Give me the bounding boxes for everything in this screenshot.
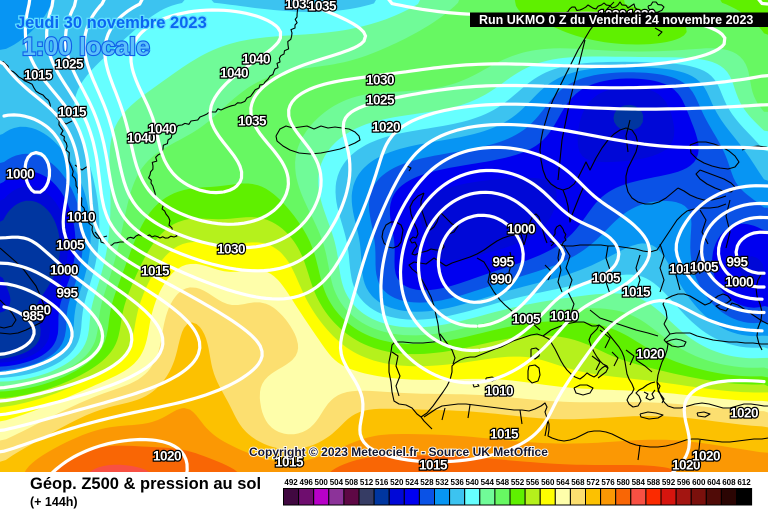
svg-text:568: 568 (571, 478, 585, 487)
svg-text:1040: 1040 (242, 52, 270, 67)
svg-text:Géop. Z500 & pression au sol: Géop. Z500 & pression au sol (30, 475, 261, 493)
svg-text:612: 612 (737, 478, 751, 487)
svg-text:1020: 1020 (153, 449, 181, 464)
svg-text:1040: 1040 (127, 131, 155, 146)
svg-text:995: 995 (56, 286, 78, 301)
svg-text:508: 508 (345, 478, 359, 487)
svg-text:560: 560 (541, 478, 555, 487)
svg-text:1020: 1020 (692, 449, 720, 464)
svg-text:496: 496 (300, 478, 314, 487)
svg-text:540: 540 (466, 478, 480, 487)
svg-text:1005: 1005 (592, 271, 621, 286)
svg-text:1000: 1000 (507, 222, 535, 237)
svg-text:1005: 1005 (56, 238, 85, 253)
svg-text:1025: 1025 (366, 93, 395, 108)
svg-text:1015: 1015 (58, 105, 87, 120)
svg-text:1010: 1010 (67, 210, 95, 225)
svg-text:1015: 1015 (419, 458, 448, 473)
svg-text:608: 608 (722, 478, 736, 487)
svg-text:Jeudi 30 novembre 2023: Jeudi 30 novembre 2023 (16, 14, 207, 32)
svg-text:1005: 1005 (690, 260, 719, 275)
svg-text:Copyright © 2023 Meteociel.fr: Copyright © 2023 Meteociel.fr - Source U… (249, 445, 548, 459)
svg-text:516: 516 (375, 478, 389, 487)
svg-text:1020: 1020 (672, 458, 700, 473)
svg-text:1035: 1035 (285, 0, 314, 12)
svg-text:524: 524 (405, 478, 419, 487)
svg-text:600: 600 (692, 478, 706, 487)
svg-text:1030: 1030 (217, 242, 245, 257)
svg-text:504: 504 (330, 478, 344, 487)
svg-text:588: 588 (647, 478, 661, 487)
svg-text:552: 552 (511, 478, 525, 487)
svg-text:572: 572 (586, 478, 600, 487)
svg-text:520: 520 (390, 478, 404, 487)
svg-text:1015: 1015 (275, 455, 304, 470)
svg-text:1040: 1040 (220, 66, 248, 81)
svg-text:1015: 1015 (490, 427, 519, 442)
svg-text:592: 592 (662, 478, 676, 487)
svg-text:Run UKMO 0 Z du Vendredi 24 no: Run UKMO 0 Z du Vendredi 24 novembre 202… (479, 13, 753, 27)
svg-text:492: 492 (284, 478, 298, 487)
svg-text:995: 995 (726, 255, 748, 270)
svg-text:584: 584 (632, 478, 646, 487)
svg-text:536: 536 (451, 478, 465, 487)
svg-text:1000: 1000 (50, 263, 78, 278)
svg-text:576: 576 (601, 478, 615, 487)
svg-text:564: 564 (556, 478, 570, 487)
svg-text:1015: 1015 (141, 264, 170, 279)
svg-text:990: 990 (490, 272, 511, 287)
svg-text:604: 604 (707, 478, 721, 487)
svg-text:1010: 1010 (485, 384, 513, 399)
svg-text:580: 580 (617, 478, 631, 487)
svg-text:(+ 144h): (+ 144h) (30, 495, 78, 509)
svg-text:1035: 1035 (308, 0, 337, 14)
svg-text:1020: 1020 (730, 406, 758, 421)
svg-text:544: 544 (481, 478, 495, 487)
svg-text:995: 995 (492, 255, 514, 270)
svg-text:985: 985 (22, 309, 44, 324)
svg-text:1005: 1005 (512, 312, 541, 327)
svg-text:556: 556 (526, 478, 540, 487)
svg-text:532: 532 (435, 478, 449, 487)
svg-text:1035: 1035 (238, 114, 267, 129)
svg-text:548: 548 (496, 478, 510, 487)
svg-text:1030: 1030 (366, 73, 394, 88)
svg-text:500: 500 (315, 478, 329, 487)
svg-text:528: 528 (420, 478, 434, 487)
svg-text:1010: 1010 (550, 309, 578, 324)
svg-text:1:00 locale: 1:00 locale (22, 33, 150, 61)
svg-text:1025: 1025 (55, 57, 84, 72)
svg-text:1015: 1015 (24, 68, 53, 83)
svg-text:596: 596 (677, 478, 691, 487)
svg-text:1040: 1040 (148, 122, 176, 137)
svg-text:1020: 1020 (636, 347, 664, 362)
svg-text:1000: 1000 (725, 275, 753, 290)
svg-text:512: 512 (360, 478, 374, 487)
svg-text:990: 990 (29, 303, 50, 318)
svg-text:1015: 1015 (622, 285, 651, 300)
svg-text:1010: 1010 (669, 262, 697, 277)
svg-text:1000: 1000 (6, 167, 34, 182)
svg-text:1020: 1020 (372, 120, 400, 135)
